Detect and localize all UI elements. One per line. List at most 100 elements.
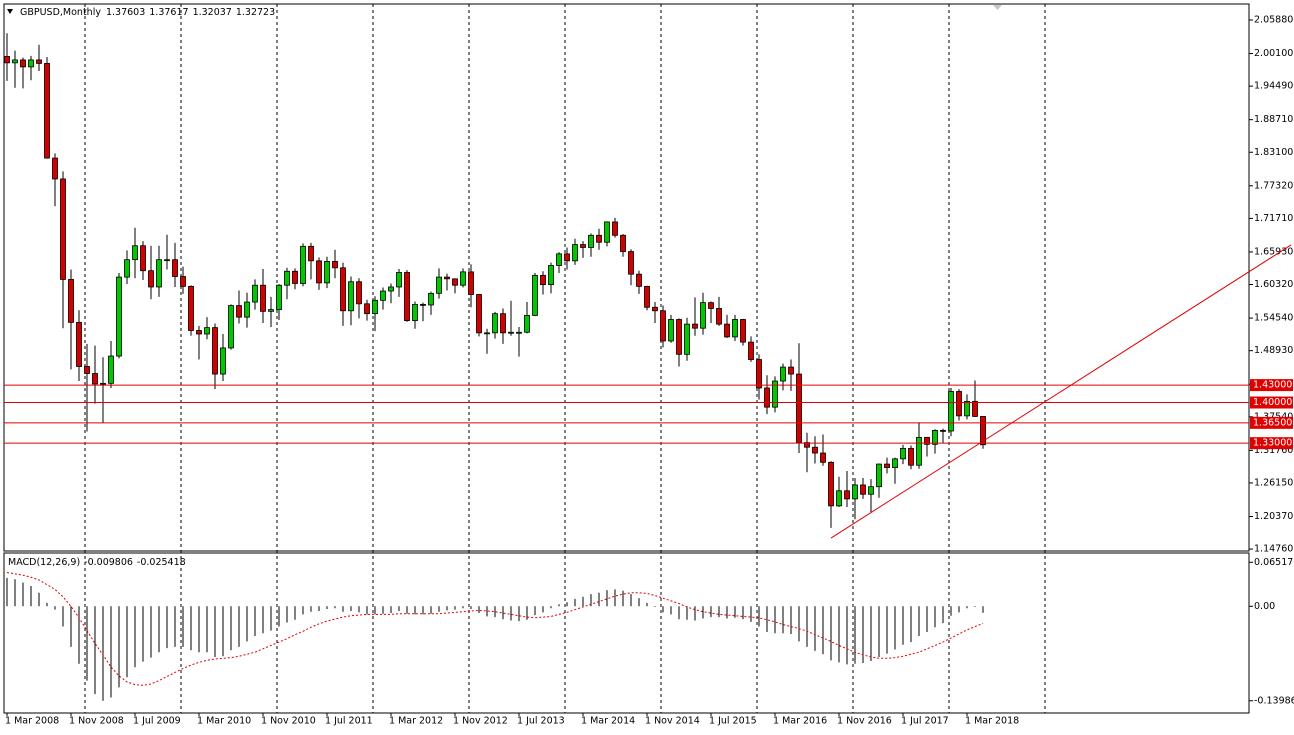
candle-body bbox=[44, 63, 50, 159]
candle-body bbox=[20, 59, 26, 68]
candle-body bbox=[620, 234, 626, 252]
x-tick-label: 1 Jul 2013 bbox=[517, 716, 565, 727]
candle-body bbox=[396, 272, 402, 288]
candle-body bbox=[660, 310, 666, 342]
candle-body bbox=[444, 276, 450, 280]
level-label: 1.40000 bbox=[1253, 397, 1292, 408]
symbol: GBPUSD,Monthly bbox=[20, 7, 101, 18]
macd-y-tick-label: 0.00 bbox=[1254, 601, 1275, 612]
x-tick-label: 1 Mar 2012 bbox=[389, 716, 443, 727]
close-value: 1.32723 bbox=[236, 7, 275, 18]
candle-body bbox=[772, 380, 778, 408]
candle-body bbox=[884, 463, 890, 468]
candle-body bbox=[500, 313, 506, 334]
candle-body bbox=[236, 305, 242, 318]
candle-body bbox=[876, 463, 882, 488]
candle-body bbox=[644, 285, 650, 308]
candle-body bbox=[492, 313, 498, 334]
candle-body bbox=[852, 484, 858, 500]
x-tick-label: 1 Nov 2016 bbox=[837, 716, 892, 727]
candle-body bbox=[524, 315, 530, 333]
candle-body bbox=[796, 373, 802, 443]
candle-body bbox=[516, 331, 522, 334]
level-box bbox=[1250, 416, 1293, 429]
x-tick-label: 1 Nov 2010 bbox=[261, 716, 316, 727]
candle-body bbox=[412, 303, 418, 322]
x-tick-label: 1 Nov 2008 bbox=[69, 716, 124, 727]
candle-body bbox=[972, 400, 978, 417]
candle-body bbox=[468, 271, 474, 295]
candle-body bbox=[956, 391, 962, 417]
y-tick-label: 2.05880 bbox=[1254, 14, 1293, 25]
candle-body bbox=[932, 429, 938, 445]
candle-body bbox=[684, 323, 690, 355]
candle-body bbox=[740, 319, 746, 343]
candle-body bbox=[484, 332, 490, 335]
x-tick-label: 1 Mar 2014 bbox=[581, 716, 635, 727]
y-tick-label: 1.20370 bbox=[1254, 511, 1293, 522]
candle-body bbox=[764, 387, 770, 408]
candle-body bbox=[100, 382, 106, 385]
candle-body bbox=[780, 366, 786, 382]
x-tick-label: 1 Nov 2014 bbox=[645, 716, 700, 727]
macd-value: -0.009806 bbox=[84, 557, 133, 568]
y-tick-label: 1.31760 bbox=[1254, 445, 1293, 456]
candle-body bbox=[892, 458, 898, 468]
candle-body bbox=[636, 273, 642, 287]
candle-body bbox=[268, 309, 274, 312]
candle-body bbox=[388, 286, 394, 292]
candle-body bbox=[788, 366, 794, 375]
candle-body bbox=[940, 429, 946, 432]
candle-body bbox=[604, 221, 610, 243]
signal-value: -0.025418 bbox=[137, 557, 186, 568]
candle-body bbox=[756, 359, 762, 389]
x-tick-label: 1 Jul 2011 bbox=[325, 716, 373, 727]
candle-body bbox=[284, 270, 290, 286]
candle-body bbox=[812, 446, 818, 454]
candle-body bbox=[452, 278, 458, 286]
candle-body bbox=[476, 294, 482, 334]
menu-arrow[interactable] bbox=[7, 9, 13, 14]
candle-body bbox=[700, 302, 706, 329]
y-tick-label: 1.77320 bbox=[1254, 180, 1293, 191]
candle-body bbox=[652, 306, 658, 312]
candle-body bbox=[116, 276, 122, 357]
candle-body bbox=[372, 299, 378, 315]
candle-body bbox=[148, 270, 154, 288]
candle-body bbox=[156, 259, 162, 288]
x-tick-label: 1 Mar 2016 bbox=[773, 716, 827, 727]
macd-y-tick-label: -0.139862 bbox=[1254, 695, 1294, 706]
candle-body bbox=[28, 59, 34, 68]
candle-body bbox=[196, 330, 202, 335]
y-tick-label: 2.00100 bbox=[1254, 48, 1293, 59]
candle-body bbox=[708, 302, 714, 309]
candle-body bbox=[716, 308, 722, 325]
y-tick-label: 1.37540 bbox=[1254, 411, 1293, 422]
candle-body bbox=[420, 303, 426, 306]
low-value: 1.32037 bbox=[193, 7, 232, 18]
candle-body bbox=[948, 391, 954, 432]
candle-body bbox=[276, 284, 282, 311]
candle-body bbox=[84, 366, 90, 374]
candle-body bbox=[924, 436, 930, 445]
y-tick-label: 1.71710 bbox=[1254, 213, 1293, 224]
candle-body bbox=[868, 486, 874, 495]
candle-body bbox=[212, 327, 218, 375]
macd-name: MACD(12,26,9) bbox=[8, 557, 80, 568]
shift-marker[interactable] bbox=[993, 5, 1002, 10]
y-tick-label: 1.48930 bbox=[1254, 345, 1293, 356]
candle-body bbox=[108, 355, 114, 384]
candle-body bbox=[204, 327, 210, 335]
candle-body bbox=[556, 253, 562, 266]
candle-body bbox=[820, 452, 826, 463]
candle-body bbox=[748, 341, 754, 360]
candle-body bbox=[668, 319, 674, 342]
candle-body bbox=[380, 290, 386, 301]
candle-body bbox=[140, 245, 146, 272]
x-tick-label: 1 Jul 2017 bbox=[901, 716, 949, 727]
candle-body bbox=[916, 436, 922, 466]
macd-y-tick-label: 0.065176 bbox=[1254, 557, 1294, 568]
candle-body bbox=[612, 221, 618, 236]
level-box bbox=[1250, 379, 1293, 392]
candle-body bbox=[844, 490, 850, 500]
